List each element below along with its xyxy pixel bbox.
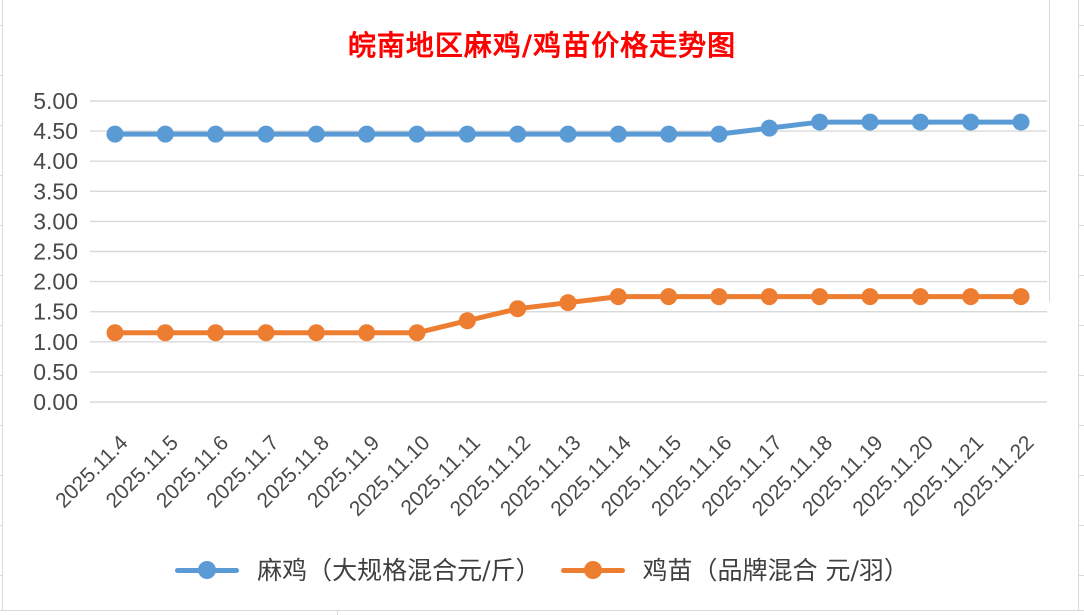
sheet-row-border bbox=[1078, 75, 1084, 76]
data-point[interactable] bbox=[509, 300, 527, 318]
data-point[interactable] bbox=[660, 288, 678, 306]
y-tick-label[interactable]: 0.00 bbox=[33, 389, 78, 415]
data-point[interactable] bbox=[911, 288, 929, 306]
data-point[interactable] bbox=[861, 288, 879, 306]
sheet-row-border bbox=[0, 425, 3, 426]
data-point[interactable] bbox=[609, 125, 627, 143]
sheet-row-border bbox=[0, 75, 3, 76]
data-point[interactable] bbox=[811, 113, 829, 131]
legend-label-maji: 麻鸡（大规格混合元/斤） bbox=[257, 555, 541, 585]
sheet-row-border bbox=[1078, 175, 1084, 176]
data-point[interactable] bbox=[509, 125, 527, 143]
data-point[interactable] bbox=[458, 312, 476, 330]
y-tick-label[interactable]: 2.00 bbox=[33, 269, 78, 295]
sheet-row-border bbox=[1078, 125, 1084, 126]
sheet-column-border bbox=[337, 611, 338, 615]
line-dot-marker-icon bbox=[175, 561, 240, 579]
y-tick-label[interactable]: 1.50 bbox=[33, 299, 78, 325]
chart-legend: 麻鸡（大规格混合元/斤） 鸡苗（品牌混合 元/羽） bbox=[0, 549, 1084, 591]
data-point[interactable] bbox=[710, 288, 728, 306]
data-point[interactable] bbox=[106, 125, 124, 143]
data-point[interactable] bbox=[257, 125, 275, 143]
legend-label-jimiao: 鸡苗（品牌混合 元/羽） bbox=[642, 555, 909, 585]
data-point[interactable] bbox=[760, 288, 778, 306]
sheet-row-border bbox=[0, 475, 3, 476]
data-point[interactable] bbox=[408, 324, 426, 342]
data-point[interactable] bbox=[207, 324, 225, 342]
sheet-row-border bbox=[1078, 525, 1084, 526]
data-point[interactable] bbox=[660, 125, 678, 143]
sheet-row-border bbox=[1078, 425, 1084, 426]
data-point[interactable] bbox=[1012, 113, 1030, 131]
sheet-row-border bbox=[0, 225, 3, 226]
y-tick-label[interactable]: 1.00 bbox=[33, 329, 78, 355]
y-tick-label[interactable]: 5.00 bbox=[33, 88, 78, 114]
sheet-row-border bbox=[0, 25, 3, 26]
data-point[interactable] bbox=[1012, 288, 1030, 306]
sheet-row-border bbox=[0, 610, 1084, 611]
data-point[interactable] bbox=[811, 288, 829, 306]
data-point[interactable] bbox=[307, 324, 325, 342]
data-point[interactable] bbox=[156, 125, 174, 143]
sheet-column-border bbox=[1049, 0, 1050, 302]
sheet-column-border bbox=[2, 0, 3, 610]
data-point[interactable] bbox=[760, 119, 778, 137]
data-point[interactable] bbox=[106, 324, 124, 342]
data-point[interactable] bbox=[458, 125, 476, 143]
sheet-column-border bbox=[1078, 0, 1079, 610]
sheet-row-border bbox=[1078, 575, 1084, 576]
data-point[interactable] bbox=[911, 113, 929, 131]
data-point[interactable] bbox=[609, 288, 627, 306]
data-point[interactable] bbox=[962, 113, 980, 131]
sheet-row-border bbox=[1078, 25, 1084, 26]
line-dot-marker-icon bbox=[560, 561, 625, 579]
data-point[interactable] bbox=[257, 324, 275, 342]
legend-item-maji[interactable]: 麻鸡（大规格混合元/斤） bbox=[175, 555, 541, 585]
sheet-row-border bbox=[0, 275, 3, 276]
y-tick-label[interactable]: 3.50 bbox=[33, 178, 78, 204]
data-point[interactable] bbox=[207, 125, 225, 143]
sheet-row-border bbox=[0, 375, 3, 376]
sheet-row-border bbox=[1078, 325, 1084, 326]
y-tick-label[interactable]: 3.00 bbox=[33, 208, 78, 234]
sheet-row-border bbox=[0, 525, 3, 526]
sheet-row-border bbox=[1078, 375, 1084, 376]
sheet-row-border bbox=[1078, 275, 1084, 276]
sheet-row-border bbox=[1078, 225, 1084, 226]
chart-title[interactable]: 皖南地区麻鸡/鸡苗价格走势图 bbox=[347, 29, 737, 62]
y-tick-label[interactable]: 4.50 bbox=[33, 118, 78, 144]
data-point[interactable] bbox=[962, 288, 980, 306]
sheet-row-border bbox=[0, 575, 3, 576]
legend-item-jimiao[interactable]: 鸡苗（品牌混合 元/羽） bbox=[560, 555, 909, 585]
sheet-row-border bbox=[0, 175, 3, 176]
data-point[interactable] bbox=[408, 125, 426, 143]
data-point[interactable] bbox=[559, 125, 577, 143]
data-point[interactable] bbox=[307, 125, 325, 143]
data-point[interactable] bbox=[358, 125, 376, 143]
y-tick-label[interactable]: 4.00 bbox=[33, 148, 78, 174]
data-point[interactable] bbox=[861, 113, 879, 131]
data-point[interactable] bbox=[710, 125, 728, 143]
sheet-row-border bbox=[1078, 475, 1084, 476]
y-tick-label[interactable]: 0.50 bbox=[33, 359, 78, 385]
data-point[interactable] bbox=[156, 324, 174, 342]
sheet-row-border bbox=[0, 325, 3, 326]
data-point[interactable] bbox=[358, 324, 376, 342]
data-point[interactable] bbox=[559, 294, 577, 312]
sheet-row-border bbox=[0, 125, 3, 126]
y-tick-label[interactable]: 2.50 bbox=[33, 239, 78, 265]
